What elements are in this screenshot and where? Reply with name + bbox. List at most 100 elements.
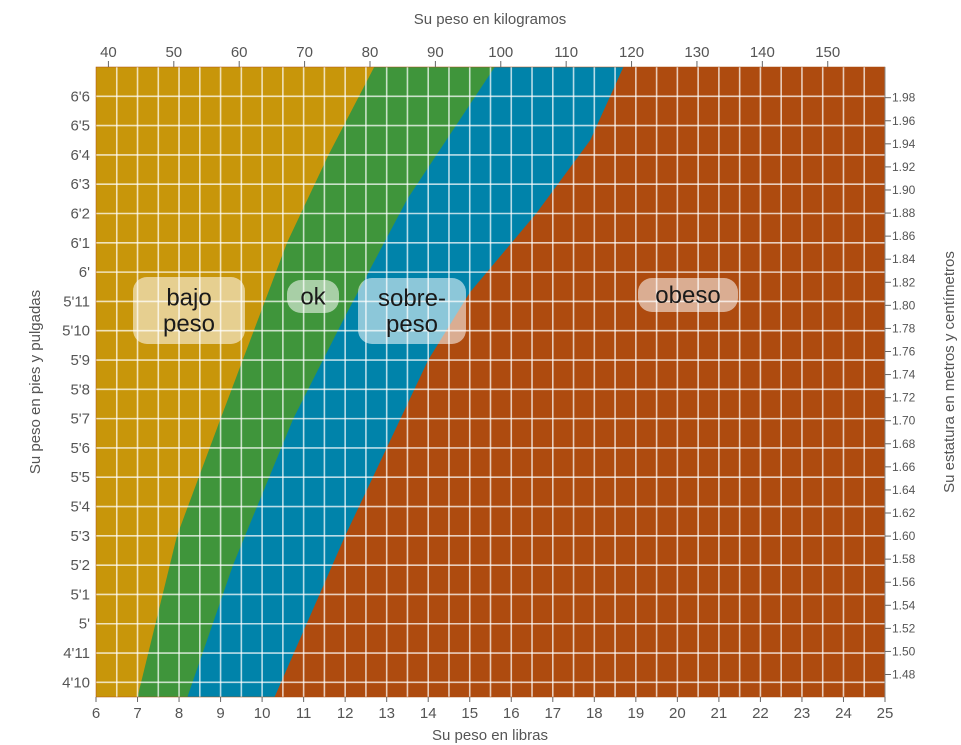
region-label-1: ok (287, 280, 339, 313)
y-left-tick-label: 5'2 (70, 557, 90, 574)
top-axis: 40 50 60 70 80 90 100 110 120 130 140 150 (100, 44, 840, 67)
x-bottom-tick-label: 10 (254, 705, 271, 722)
x-bottom-tick-label: 14 (420, 705, 437, 722)
y-right-tick-label: 1.50 (892, 644, 916, 658)
y-left-tick-label: 5'7 (70, 411, 90, 428)
x-top-tick-label: 100 (488, 44, 513, 61)
y-right-tick-label: 1.54 (892, 598, 916, 612)
x-top-tick-label: 110 (554, 44, 578, 61)
y-right-tick-label: 1.94 (892, 137, 916, 151)
y-right-tick-label: 1.70 (892, 414, 916, 428)
grid-lines (96, 67, 885, 697)
x-bottom-title: Su peso en libras (432, 727, 548, 744)
label-obeso-text: obeso (655, 282, 720, 309)
y-left-tick-label: 5'3 (70, 528, 90, 545)
x-bottom-tick-label: 13 (378, 705, 395, 722)
x-bottom-tick-label: 11 (296, 705, 312, 722)
y-left-tick-label: 5'1 (70, 586, 90, 603)
x-bottom-tick-label: 22 (752, 705, 769, 722)
y-left-tick-label: 6'3 (70, 176, 90, 193)
y-right-tick-label: 1.66 (892, 460, 916, 474)
x-bottom-tick-label: 25 (877, 705, 894, 722)
y-right-tick-label: 1.78 (892, 321, 916, 335)
plot-area (96, 67, 885, 697)
x-bottom-tick-label: 16 (503, 705, 520, 722)
y-left-title: Su peso en pies y pulgadas (27, 290, 44, 474)
y-right-tick-label: 1.86 (892, 229, 916, 243)
y-left-tick-label: 5' (79, 616, 90, 633)
y-right-tick-label: 1.62 (892, 506, 916, 520)
x-top-tick-label: 50 (165, 44, 182, 61)
y-right-tick-label: 1.76 (892, 344, 916, 358)
y-right-tick-label: 1.84 (892, 252, 916, 266)
y-left-tick-label: 5'10 (62, 323, 90, 340)
y-right-tick-label: 1.68 (892, 437, 916, 451)
y-right-tick-label: 1.64 (892, 483, 916, 497)
x-bottom-tick-label: 12 (337, 705, 354, 722)
label-bajo-peso-text: bajo (166, 285, 211, 312)
x-top-tick-label: 70 (296, 44, 313, 61)
x-top-tick-label: 150 (815, 44, 840, 61)
x-top-tick-label: 80 (362, 44, 379, 61)
x-top-title: Su peso en kilogramos (414, 11, 567, 28)
label-bajo-peso-box (133, 277, 245, 344)
x-bottom-tick-label: 23 (794, 705, 811, 722)
y-right-tick-label: 1.60 (892, 529, 916, 543)
y-right-tick-label: 1.56 (892, 575, 916, 589)
y-left-tick-label: 4'10 (62, 674, 90, 691)
label-bajo-peso-text: peso (163, 311, 215, 338)
y-right-tick-label: 1.92 (892, 160, 916, 174)
bottom-axis: 6 7 8 9 10 11 12 13 14 15 16 17 18 19 20 21 22 23 24 25 (92, 697, 894, 722)
y-right-tick-label: 1.80 (892, 298, 916, 312)
x-bottom-tick-label: 7 (133, 705, 141, 722)
y-right-tick-label: 1.98 (892, 91, 916, 105)
y-left-tick-label: 5'8 (70, 381, 90, 398)
y-right-tick-label: 1.74 (892, 368, 916, 382)
x-top-tick-label: 140 (750, 44, 775, 61)
y-right-tick-label: 1.48 (892, 668, 916, 682)
x-top-tick-label: 120 (619, 44, 644, 61)
y-right-tick-label: 1.72 (892, 391, 916, 405)
y-left-tick-label: 6'4 (70, 147, 90, 164)
label-sobrepeso-text: sobre- (378, 285, 446, 312)
label-sobrepeso-text: peso (386, 311, 438, 338)
label-obeso-box (638, 278, 738, 312)
x-top-tick-label: 130 (684, 44, 709, 61)
right-axis: 1.48 1.50 1.52 1.54 1.56 1.58 1.60 1.62 1.64 1.66… (884, 67, 916, 697)
region-label-2: sobre-peso (358, 278, 466, 344)
label-ok-text: ok (300, 284, 326, 311)
y-right-tick-label: 1.88 (892, 206, 916, 220)
x-bottom-tick-label: 17 (544, 705, 561, 722)
y-right-tick-label: 1.52 (892, 621, 916, 635)
regions (96, 67, 885, 697)
y-left-tick-label: 6'5 (70, 118, 90, 135)
x-bottom-tick-label: 15 (461, 705, 478, 722)
x-top-tick-label: 40 (100, 44, 117, 61)
left-axis: 4'10 4'11 5' 5'1 5'2 5'3 5'4 5'5 5'6 5'7 5'8 5'9 5'1… (62, 88, 90, 691)
x-bottom-tick-label: 6 (92, 705, 100, 722)
region-label-3: obeso (638, 278, 738, 312)
y-left-tick-label: 5'11 (63, 293, 90, 310)
label-ok-box (287, 280, 339, 313)
x-bottom-tick-label: 21 (711, 705, 728, 722)
y-right-tick-label: 1.90 (892, 183, 916, 197)
y-right-tick-label: 1.82 (892, 275, 916, 289)
x-top-tick-label: 90 (427, 44, 444, 61)
x-top-tick-label: 60 (231, 44, 248, 61)
x-bottom-tick-label: 20 (669, 705, 686, 722)
y-left-tick-label: 6'6 (70, 88, 90, 105)
x-bottom-tick-label: 9 (216, 705, 224, 722)
x-bottom-tick-label: 18 (586, 705, 603, 722)
y-left-tick-label: 5'4 (70, 499, 90, 516)
y-left-tick-label: 4'11 (63, 645, 90, 662)
y-left-tick-label: 6'1 (70, 235, 90, 252)
x-bottom-tick-label: 19 (627, 705, 644, 722)
y-right-title: Su estatura en metros y centímetros (941, 251, 958, 493)
region-obese (274, 67, 885, 697)
y-right-tick-label: 1.58 (892, 552, 916, 566)
y-left-tick-label: 6'2 (70, 206, 90, 223)
x-bottom-tick-label: 24 (835, 705, 852, 722)
